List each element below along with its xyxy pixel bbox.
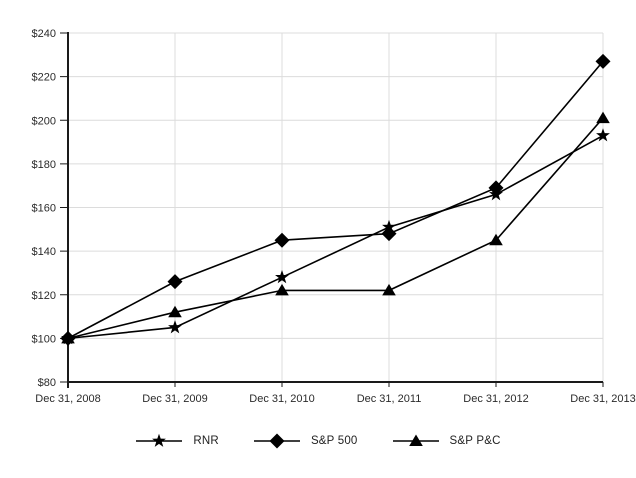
svg-text:$80: $80 bbox=[38, 377, 56, 389]
svg-text:Dec 31, 2009: Dec 31, 2009 bbox=[142, 393, 207, 405]
legend-label-rnr: RNR bbox=[193, 435, 219, 447]
svg-text:$140: $140 bbox=[32, 246, 56, 258]
svg-text:$240: $240 bbox=[32, 28, 56, 40]
diamond-icon bbox=[253, 433, 300, 449]
svg-text:Dec 31, 2012: Dec 31, 2012 bbox=[463, 393, 528, 405]
chart-legend: RNR S&P 500 S&P P&C bbox=[0, 432, 636, 450]
svg-text:Dec 31, 2011: Dec 31, 2011 bbox=[357, 393, 422, 405]
triangle-icon bbox=[392, 434, 439, 446]
svg-text:Dec 31, 2008: Dec 31, 2008 bbox=[35, 393, 100, 405]
svg-text:$180: $180 bbox=[32, 159, 56, 171]
svg-text:$220: $220 bbox=[32, 72, 56, 84]
svg-text:$100: $100 bbox=[32, 333, 56, 345]
star-icon bbox=[136, 433, 183, 447]
svg-text:$200: $200 bbox=[32, 115, 56, 127]
svg-text:Dec 31, 2013: Dec 31, 2013 bbox=[570, 393, 635, 405]
svg-text:Dec 31, 2010: Dec 31, 2010 bbox=[249, 393, 314, 405]
svg-text:$120: $120 bbox=[32, 290, 56, 302]
legend-label-sppc: S&P P&C bbox=[449, 435, 501, 447]
legend-item-sp500: S&P 500 bbox=[253, 432, 358, 450]
svg-text:$160: $160 bbox=[32, 203, 56, 215]
legend-label-sp500: S&P 500 bbox=[310, 435, 358, 447]
legend-item-rnr: RNR bbox=[135, 432, 219, 450]
legend-item-sppc: S&P P&C bbox=[392, 432, 501, 450]
